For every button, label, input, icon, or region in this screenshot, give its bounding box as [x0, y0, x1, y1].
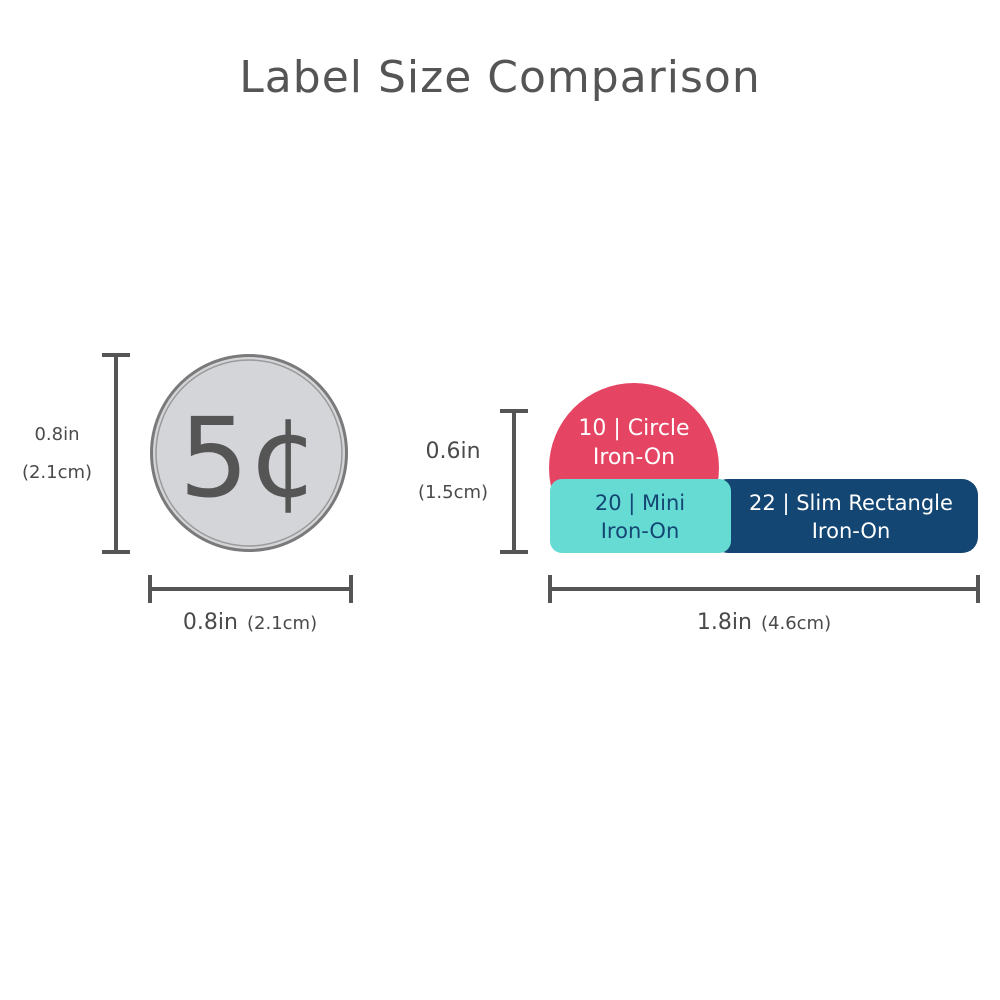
coin-label: 5¢ [179, 394, 319, 522]
labels-height-dimension [500, 409, 528, 554]
slim-label-line2: Iron-On [812, 519, 891, 543]
coin-height-in: 0.8in [34, 424, 79, 445]
coin-width-dimension [148, 575, 353, 603]
coin-width-cm: (2.1cm) [247, 613, 317, 634]
coin-width-text: 0.8in (2.1cm) [183, 610, 317, 635]
labels-width-dimension [548, 575, 980, 603]
circle-label-line2: Iron-On [593, 445, 675, 470]
slim-label-line1: 22 | Slim Rectangle [749, 491, 953, 516]
labels-height-in: 0.6in [425, 439, 480, 464]
mini-label-line1: 20 | Mini [595, 491, 685, 516]
page-title: Label Size Comparison [239, 52, 760, 103]
slim-rectangle-label: 22 | Slim Rectangle Iron-On [712, 479, 978, 553]
coin-width-in: 0.8in [183, 610, 238, 635]
labels-height-cm: (1.5cm) [418, 482, 488, 503]
circle-label-line1: 10 | Circle [578, 416, 689, 441]
labels-width-cm: (4.6cm) [761, 613, 831, 634]
labels-width-in: 1.8in [697, 610, 752, 635]
coin-height-dimension [102, 353, 130, 554]
mini-label: 20 | Mini Iron-On [550, 479, 731, 553]
coin-height-cm: (2.1cm) [22, 462, 92, 483]
labels-width-text: 1.8in (4.6cm) [697, 610, 831, 635]
mini-label-line2: Iron-On [601, 519, 680, 543]
coin: 5¢ [150, 354, 348, 552]
